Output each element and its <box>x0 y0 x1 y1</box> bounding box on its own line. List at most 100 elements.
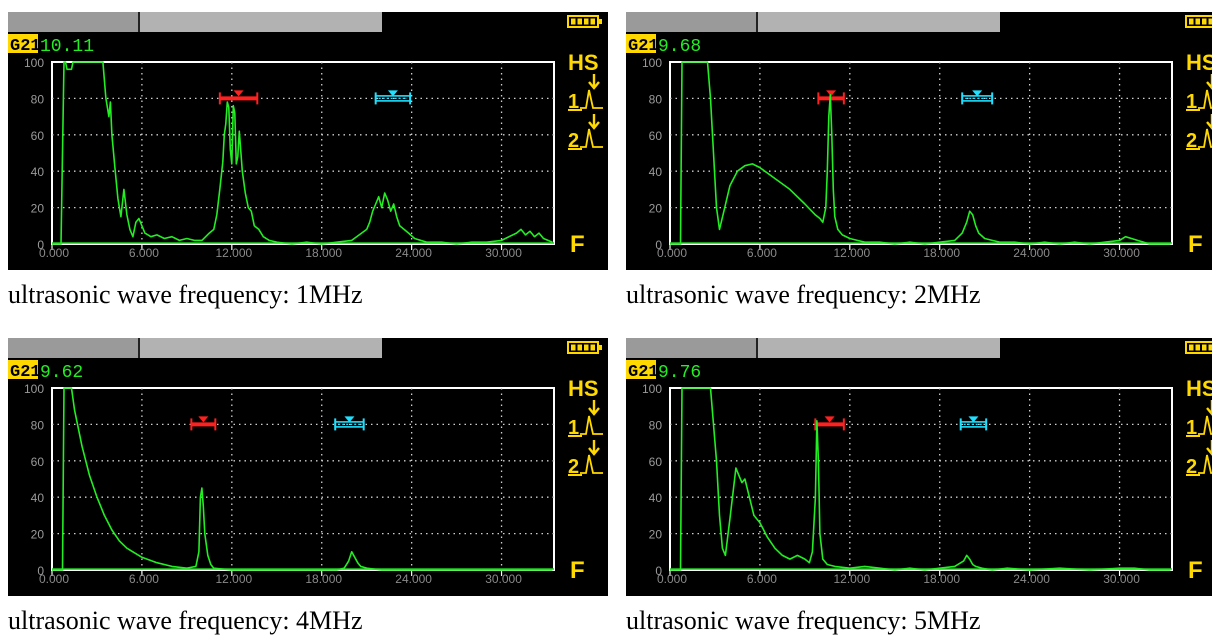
header-tab-left <box>8 12 138 32</box>
gate2-indicator-icon: 2 <box>568 114 603 152</box>
gate1-indicator-icon: 1 <box>568 400 603 439</box>
battery-bar <box>1196 19 1201 25</box>
gate2-indicator-icon: 2 <box>568 440 603 478</box>
gate1-indicator-icon: 1 <box>568 74 603 113</box>
header-tab-left <box>626 338 756 358</box>
x-tick-label: 0.000 <box>39 246 69 260</box>
battery-bar <box>1189 19 1194 25</box>
header-divider <box>138 338 140 358</box>
hs-indicator: HS <box>1186 376 1212 401</box>
x-tick-label: 12.000 <box>833 246 870 260</box>
y-tick-label: 80 <box>649 418 663 432</box>
x-tick-label: 24.000 <box>395 572 432 586</box>
gate1-pulse <box>580 90 603 108</box>
x-tick-label: 6.000 <box>747 572 777 586</box>
x-tick-label: 30.000 <box>1103 572 1140 586</box>
plot-frame <box>52 388 554 570</box>
battery-icon <box>1186 16 1212 27</box>
plot-frame <box>670 62 1172 244</box>
gate2-pulse <box>580 129 603 147</box>
battery-bar <box>1202 345 1207 351</box>
a-scan-trace <box>670 62 1171 244</box>
x-tick-label: 30.000 <box>1103 246 1140 260</box>
header-tab-right <box>758 338 1000 358</box>
y-tick-label: 20 <box>31 528 45 542</box>
battery-bar <box>578 19 583 25</box>
gate-b-marker <box>335 416 363 430</box>
header-tab-left <box>626 12 756 32</box>
gate1-pulse <box>580 416 603 434</box>
battery-icon <box>568 342 602 353</box>
y-tick-label: 80 <box>31 418 45 432</box>
f-indicator: F <box>1188 557 1203 584</box>
gate2-arrow <box>1207 114 1212 128</box>
a-scan-trace <box>52 62 553 244</box>
battery-bar <box>571 19 576 25</box>
y-tick-label: 60 <box>649 455 663 469</box>
x-tick-label: 6.000 <box>129 572 159 586</box>
gate2-arrow <box>1207 440 1212 454</box>
x-tick-label: 18.000 <box>305 246 342 260</box>
y-tick-label: 80 <box>31 92 45 106</box>
gate-a-marker <box>815 416 843 430</box>
hs-indicator: HS <box>568 50 599 75</box>
battery-bar <box>1196 345 1201 351</box>
gate-triangle <box>234 90 244 96</box>
battery-icon <box>568 16 602 27</box>
y-tick-label: 60 <box>31 455 45 469</box>
header-divider <box>138 12 140 32</box>
hs-indicator: HS <box>568 376 599 401</box>
caption: ultrasonic wave frequency: 4MHz <box>8 606 608 636</box>
x-tick-label: 18.000 <box>923 572 960 586</box>
x-tick-label: 6.000 <box>129 246 159 260</box>
y-tick-label: 40 <box>649 491 663 505</box>
gate2-pulse <box>1198 129 1212 147</box>
y-tick-label: 60 <box>649 129 663 143</box>
battery-bar <box>591 345 596 351</box>
x-tick-label: 6.000 <box>747 246 777 260</box>
caption: ultrasonic wave frequency: 2MHz <box>626 280 1212 310</box>
f-indicator: F <box>570 231 585 258</box>
y-tick-label: 40 <box>31 491 45 505</box>
y-tick-label: 60 <box>31 129 45 143</box>
header-divider <box>756 12 758 32</box>
gate1-indicator-icon: 1 <box>1186 74 1212 113</box>
battery-tip <box>598 345 602 350</box>
header-tab-left <box>8 338 138 358</box>
battery-bar <box>591 19 596 25</box>
x-tick-label: 0.000 <box>39 572 69 586</box>
gate-label: G21 <box>10 37 41 56</box>
gate1-arrow <box>1207 74 1212 88</box>
gate-b-marker <box>961 416 986 430</box>
gate1-arrow <box>1207 400 1212 414</box>
y-tick-label: 20 <box>31 202 45 216</box>
battery-bar <box>1209 19 1212 25</box>
caption: ultrasonic wave frequency: 1MHz <box>8 280 608 310</box>
gate-a-marker <box>220 90 257 104</box>
battery-bar <box>584 19 589 25</box>
x-tick-label: 18.000 <box>305 572 342 586</box>
y-tick-label: 100 <box>642 56 662 70</box>
x-tick-label: 0.000 <box>657 246 687 260</box>
battery-bar <box>1189 345 1194 351</box>
thickness-reading: 10.11 <box>40 37 94 57</box>
battery-bar <box>1209 345 1212 351</box>
gate2-indicator-icon: 2 <box>1186 440 1212 478</box>
gate1-arrow <box>589 74 599 88</box>
gate-b-marker <box>376 90 410 104</box>
gate1-arrow <box>589 400 599 414</box>
y-tick-label: 100 <box>642 382 662 396</box>
header-divider <box>756 338 758 358</box>
y-tick-label: 100 <box>24 382 44 396</box>
x-tick-label: 24.000 <box>1013 246 1050 260</box>
y-tick-label: 40 <box>31 165 45 179</box>
y-tick-label: 80 <box>649 92 663 106</box>
gate-triangle <box>825 416 835 422</box>
gate1-pulse <box>1198 90 1212 108</box>
